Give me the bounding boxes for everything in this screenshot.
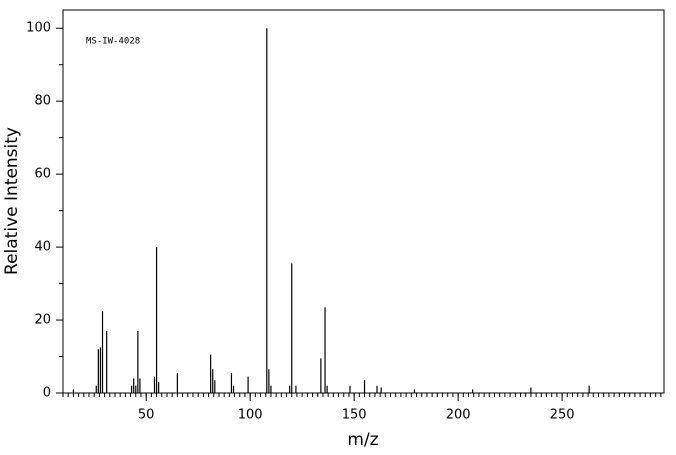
chart-title: MS-IW-4028	[86, 37, 140, 47]
plot-frame	[62, 9, 665, 394]
y-tick-label: 60	[34, 167, 51, 182]
y-tick-label: 20	[34, 313, 51, 328]
x-axis-label: m/z	[347, 430, 378, 450]
x-tick-label: 100	[238, 408, 263, 423]
x-tick-label: 50	[138, 408, 155, 423]
x-tick-label: 150	[342, 408, 367, 423]
x-tick-label: 250	[550, 408, 575, 423]
y-tick-label: 0	[43, 386, 51, 401]
y-tick-label: 40	[34, 240, 51, 255]
x-tick-label: 200	[446, 408, 471, 423]
y-tick-label: 100	[26, 21, 51, 36]
y-axis-label: Relative Intensity	[2, 127, 22, 275]
y-tick-label: 80	[34, 94, 51, 109]
